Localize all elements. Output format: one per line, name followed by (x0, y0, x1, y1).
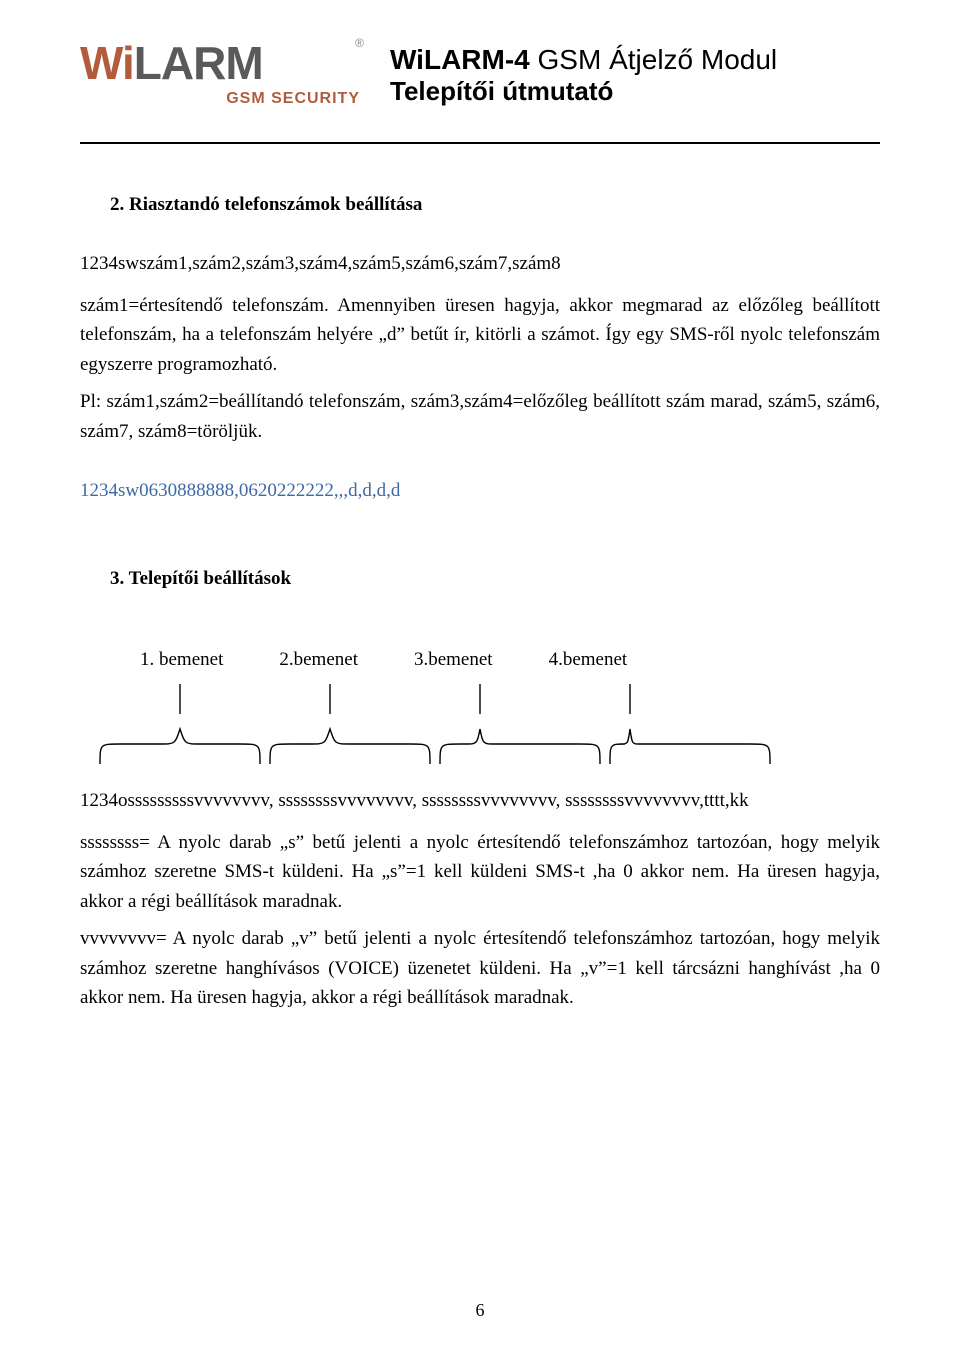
section-2-para2: Pl: szám1,szám2=beállítandó telefonszám,… (80, 387, 880, 446)
inputs-row: 1. bemenet 2.bemenet 3.bemenet 4.bemenet (140, 645, 880, 674)
doc-title: WiLARM-4 GSM Átjelző Modul Telepítői útm… (390, 40, 880, 107)
body: 2. Riasztandó telefonszámok beállítása 1… (80, 190, 880, 1012)
section-3-heading: 3. Telepítői beállítások (110, 564, 880, 593)
page-number: 6 (0, 1300, 960, 1321)
logo-wordmark: WiLARM (80, 40, 360, 86)
brace-diagram (80, 684, 840, 774)
section-3-para-s: ssssssss= A nyolc darab „s” betű jelenti… (80, 828, 880, 916)
doc-title-line1: WiLARM-4 GSM Átjelző Modul (390, 44, 880, 76)
header: ® WiLARM GSM SECURITY WiLARM-4 GSM Átjel… (80, 40, 880, 108)
section-3-para-v: vvvvvvvv= A nyolc darab „v” betű jelenti… (80, 924, 880, 1012)
section-2-heading: 2. Riasztandó telefonszámok beállítása (110, 190, 880, 219)
input-label-1: 1. bemenet (140, 645, 223, 674)
doc-title-line2: Telepítői útmutató (390, 76, 880, 107)
header-divider (80, 142, 880, 144)
page: ® WiLARM GSM SECURITY WiLARM-4 GSM Átjel… (0, 0, 960, 1349)
logo-subtitle: GSM SECURITY (80, 90, 360, 108)
section-2-cmd: 1234swszám1,szám2,szám3,szám4,szám5,szám… (80, 249, 880, 278)
input-label-3: 3.bemenet (414, 645, 493, 674)
input-label-2: 2.bemenet (279, 645, 358, 674)
logo: ® WiLARM GSM SECURITY (80, 40, 360, 108)
registered-mark: ® (355, 36, 364, 50)
section-2-para1: szám1=értesítendő telefonszám. Amennyibe… (80, 291, 880, 379)
input-label-4: 4.bemenet (549, 645, 628, 674)
section-2-example: 1234sw0630888888,0620222222,,,d,d,d,d (80, 476, 880, 505)
section-3-cmd: 1234osssssssssvvvvvvvv, ssssssssvvvvvvvv… (80, 786, 880, 815)
